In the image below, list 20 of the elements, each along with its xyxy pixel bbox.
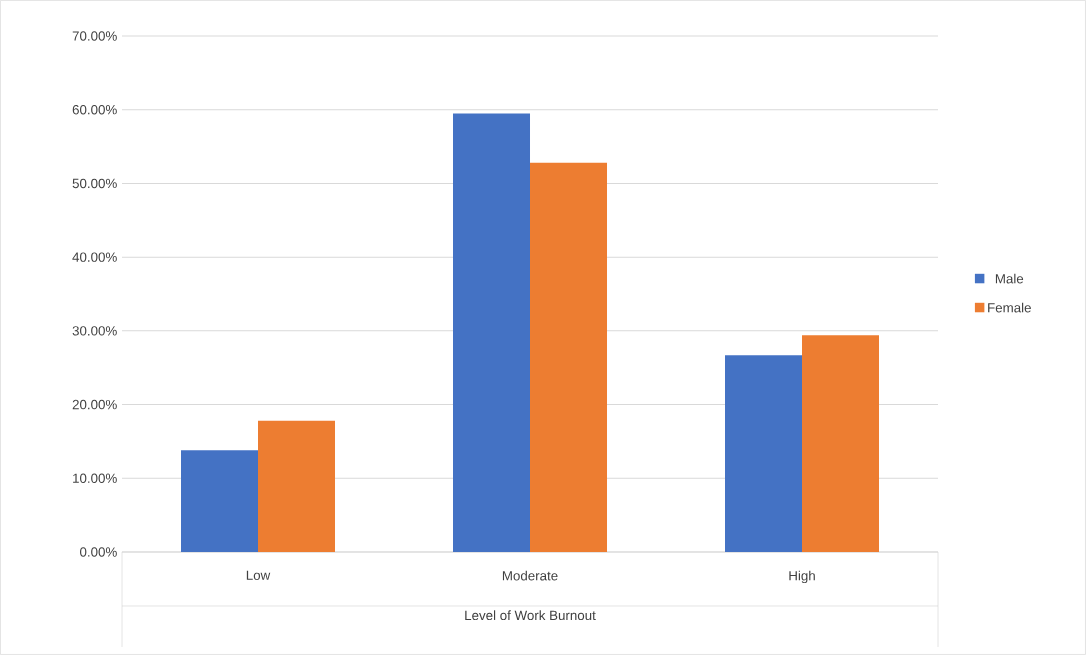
bar xyxy=(802,335,879,552)
bar xyxy=(453,113,530,552)
y-tick-label: 0.00% xyxy=(80,547,117,557)
x-axis-title: Level of Work Burnout xyxy=(465,610,596,621)
legend-label: Male xyxy=(995,273,1024,284)
x-tick-label: Moderate xyxy=(502,570,558,581)
bar xyxy=(530,162,607,552)
y-tick-label: 40.00% xyxy=(72,252,117,262)
x-tick-label: Low xyxy=(246,570,271,580)
y-tick-label: 50.00% xyxy=(72,178,117,189)
y-tick-label: 60.00% xyxy=(72,104,117,115)
y-tick-label: 10.00% xyxy=(73,473,117,483)
x-tick-label: High xyxy=(789,570,815,584)
bar xyxy=(258,420,335,552)
legend-label: Female xyxy=(988,302,1031,313)
y-tick-label: 30.00% xyxy=(72,326,117,336)
bar xyxy=(181,450,258,552)
y-tick-label: 70.00% xyxy=(72,31,117,41)
y-tick-label: 20.00% xyxy=(72,399,117,410)
bar xyxy=(725,355,802,552)
